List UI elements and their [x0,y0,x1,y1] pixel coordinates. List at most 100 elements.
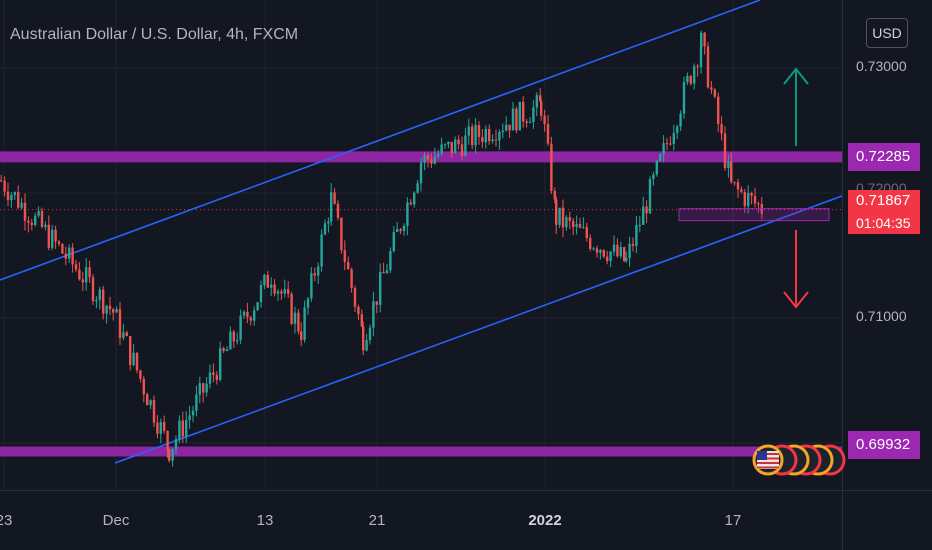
candle-body-105 [353,287,357,307]
candle-body-84 [283,289,286,294]
channel-lower-line [114,195,843,464]
candle-body-151 [505,124,508,131]
candle-body-185 [616,244,619,257]
candle-body-178 [592,248,595,250]
candle-body-5 [17,192,20,208]
candle-body-228 [757,203,760,205]
candle-body-130 [433,156,436,164]
countdown-tag: 01:04:35 [848,212,920,234]
candle-body-28 [95,299,98,302]
candle-body-48 [163,422,166,432]
resistance-band [0,151,842,163]
candle-body-80 [270,284,273,288]
candle-body-11 [37,210,40,216]
candle-body-172 [572,220,575,227]
candle-body-181 [602,250,605,257]
candle-body-168 [558,207,561,225]
candle-body-186 [619,247,622,257]
candle-body-1 [3,180,6,192]
candle-body-183 [609,251,612,262]
candle-body-169 [561,207,565,228]
candle-body-76 [256,302,259,311]
candle-body-175 [582,227,585,229]
candle-body-215 [713,89,716,97]
candle-body-97 [327,221,330,224]
candle-body-176 [585,227,588,238]
candle-body-221 [733,181,736,183]
candle-body-218 [723,133,727,169]
candle-body-7 [23,202,27,221]
candle-body-108 [362,326,365,351]
candle-body-31 [105,305,108,314]
candle-body-16 [54,229,57,242]
candle-body-142 [474,125,477,146]
candle-body-0 [0,180,3,182]
candle-body-46 [156,422,159,434]
candle-body-146 [488,128,491,142]
candle-body-159 [532,107,535,122]
candle-body-17 [57,241,61,245]
candle-body-62 [208,372,212,384]
candle-body-206 [686,76,689,83]
candle-body-49 [166,431,169,450]
us-flag-stripe-2 [757,462,779,464]
us-flag-stripe-1 [757,457,779,460]
candle-body-191 [635,225,638,246]
candle-body-93 [313,273,316,276]
candle-body-41 [139,370,142,379]
candle-body-61 [205,383,208,393]
candle-body-111 [372,301,375,328]
candle-body-52 [174,439,178,449]
candle-body-114 [382,271,385,274]
candle-body-145 [484,128,487,143]
candle-body-66 [222,348,225,352]
candle-body-54 [181,420,184,437]
candle-body-65 [219,348,222,380]
candle-body-4 [13,192,16,195]
candle-body-224 [743,192,746,207]
resistance-price-tag: 0.72285 [848,143,920,171]
candle-body-71 [239,315,242,340]
candle-body-192 [638,224,641,226]
candle-body-189 [628,243,631,258]
last-price-tag: 0.71867 [848,190,920,212]
candle-body-113 [379,271,382,305]
candle-body-195 [648,179,652,214]
candle-body-10 [34,215,37,225]
candle-body-109 [365,340,368,351]
candle-body-197 [655,160,658,175]
candle-body-45 [152,400,156,423]
price-label-bottom: 0.71000 [856,308,907,324]
candle-body-19 [64,253,67,259]
candle-body-43 [146,394,149,406]
candle-body-200 [665,143,669,145]
currency-button[interactable]: USD [866,18,908,48]
candle-body-3 [10,194,13,201]
candle-body-82 [276,291,280,294]
candle-body-79 [266,274,269,288]
overlays [678,67,846,476]
candle-body-6 [20,202,23,208]
candle-body-101 [340,217,343,251]
candle-body-126 [420,162,423,165]
candle-body-14 [47,224,50,248]
candle-body-125 [419,164,423,184]
candle-body-187 [623,247,626,261]
candle-body-64 [215,374,218,380]
candle-body-22 [74,264,78,270]
candle-body-141 [471,126,474,146]
time-label-23: 23 [0,512,13,529]
candle-body-75 [253,310,256,321]
candle-body-226 [750,192,753,196]
time-label-17: 17 [724,512,742,529]
candle-body-225 [747,192,750,207]
candle-body-155 [518,101,521,131]
candle-body-59 [198,383,201,395]
candle-body-78 [263,274,266,286]
time-label-dec: Dec [102,512,130,529]
candle-body-214 [710,87,713,90]
candle-body-180 [599,250,602,253]
target-zone-rect [678,208,830,222]
